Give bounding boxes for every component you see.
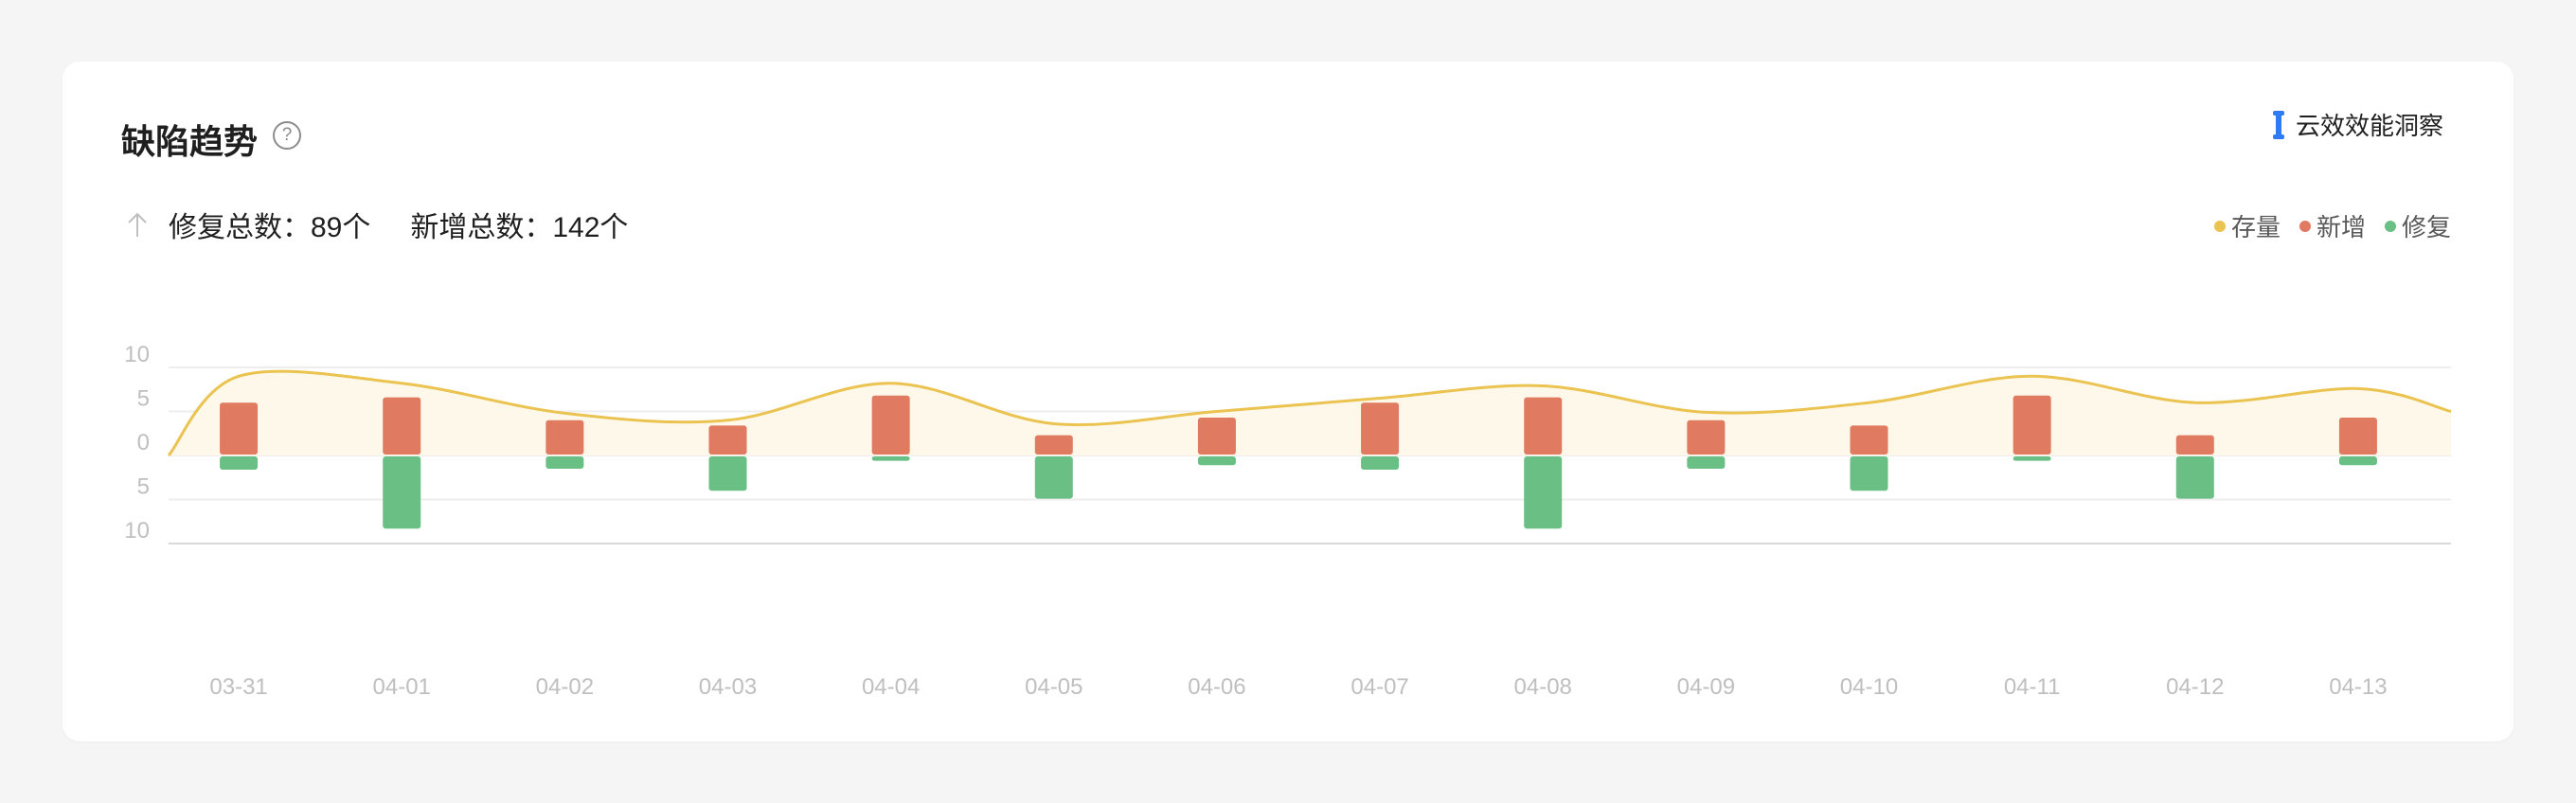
fixed-bar xyxy=(2338,456,2377,466)
x-tick-label: 03-31 xyxy=(209,674,267,700)
brand-link[interactable]: 云效效能洞察 xyxy=(2271,107,2443,142)
legend-item[interactable]: 存量 xyxy=(2213,208,2281,243)
new-bar xyxy=(2175,435,2214,455)
legend-label: 修复 xyxy=(2401,213,2451,241)
fixed-bar xyxy=(708,456,747,491)
new-bar xyxy=(1850,425,1888,455)
legend-dot xyxy=(2213,220,2226,232)
fixed-bar xyxy=(2012,456,2051,461)
legend-dot xyxy=(2384,220,2396,232)
x-tick-label: 04-01 xyxy=(373,674,431,700)
x-tick-label: 04-13 xyxy=(2329,674,2387,700)
fixed-bar xyxy=(871,456,910,461)
new-bar xyxy=(1361,402,1400,455)
legend-label: 存量 xyxy=(2230,213,2281,241)
legend-item[interactable]: 新增 xyxy=(2299,208,2366,243)
stock-line xyxy=(167,369,2452,456)
fixed-bar xyxy=(1850,456,1888,491)
new-total: 新增总数：142个 xyxy=(410,212,629,243)
yunxiao-logo-icon xyxy=(2272,110,2284,139)
chart-legend: 存量 新增 修复 xyxy=(2213,208,2451,243)
new-bar xyxy=(1034,435,1073,455)
y-tick-label: 10 xyxy=(124,518,150,544)
x-tick-label: 04-12 xyxy=(2166,674,2224,700)
x-tick-label: 04-08 xyxy=(1514,674,1572,700)
x-tick-label: 04-02 xyxy=(536,674,594,700)
arrow-up-icon[interactable] xyxy=(125,210,150,239)
x-tick-label: 04-11 xyxy=(2004,674,2061,700)
legend-item[interactable]: 修复 xyxy=(2384,208,2451,243)
fixed-bar xyxy=(383,456,421,529)
new-bar xyxy=(1524,397,1563,455)
fixed-bar xyxy=(1197,456,1236,466)
x-tick-label: 04-04 xyxy=(862,674,920,700)
x-tick-label: 04-05 xyxy=(1025,674,1082,700)
y-tick-label: 0 xyxy=(137,430,150,455)
x-tick-label: 04-07 xyxy=(1351,674,1408,700)
new-bar xyxy=(2338,418,2377,455)
fixed-bar xyxy=(1361,456,1400,470)
legend-label: 新增 xyxy=(2316,213,2366,241)
fixed-bar xyxy=(1687,456,1726,470)
fixed-total: 修复总数：89个 xyxy=(169,212,371,243)
x-tick-label: 04-06 xyxy=(1188,674,1245,700)
fixed-bar xyxy=(1524,456,1563,529)
legend-dot xyxy=(2299,220,2311,232)
trend-chart: 10 5 0 5 10 03-31 04-01 04-02 04-03 04-04 04-05 04-… xyxy=(124,342,2452,700)
y-tick-label: 5 xyxy=(137,474,150,500)
new-bar xyxy=(2012,395,2051,455)
new-bar xyxy=(1687,419,1726,455)
new-bar xyxy=(220,402,259,455)
x-tick-label: 04-03 xyxy=(699,674,757,700)
x-tick-label: 04-09 xyxy=(1677,674,1735,700)
brand-label: 云效效能洞察 xyxy=(2295,112,2443,140)
new-bar xyxy=(708,425,747,455)
fixed-bar xyxy=(220,456,259,470)
help-icon[interactable]: ? xyxy=(273,121,301,150)
defect-trend-card: 缺陷趋势 ? 云效效能洞察 修复总数：89个 新增总数：142个 存量 新增 修复 … xyxy=(63,62,2513,741)
fixed-bar xyxy=(2175,456,2214,499)
card-title: 缺陷趋势 xyxy=(121,122,259,161)
new-bar xyxy=(1197,418,1236,455)
fixed-bar xyxy=(1034,456,1073,499)
summary-bar: 修复总数：89个 新增总数：142个 xyxy=(125,204,668,245)
stock-area-fill xyxy=(169,371,2451,455)
new-bar xyxy=(546,419,584,455)
fixed-bar xyxy=(546,456,584,470)
new-bar xyxy=(383,397,421,455)
x-tick-label: 04-10 xyxy=(1840,674,1898,700)
y-tick-label: 5 xyxy=(137,386,150,412)
y-tick-label: 10 xyxy=(124,342,150,367)
new-bar xyxy=(871,395,910,455)
